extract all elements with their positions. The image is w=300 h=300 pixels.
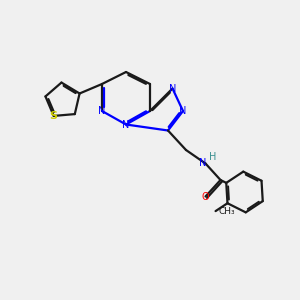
Text: N: N [169, 83, 176, 94]
Text: N: N [199, 158, 206, 169]
Text: N: N [98, 106, 106, 116]
Text: N: N [122, 119, 130, 130]
Text: O: O [202, 191, 209, 202]
Text: N: N [179, 106, 187, 116]
Text: S: S [50, 111, 58, 121]
Text: CH₃: CH₃ [219, 207, 235, 216]
Text: H: H [209, 152, 217, 163]
